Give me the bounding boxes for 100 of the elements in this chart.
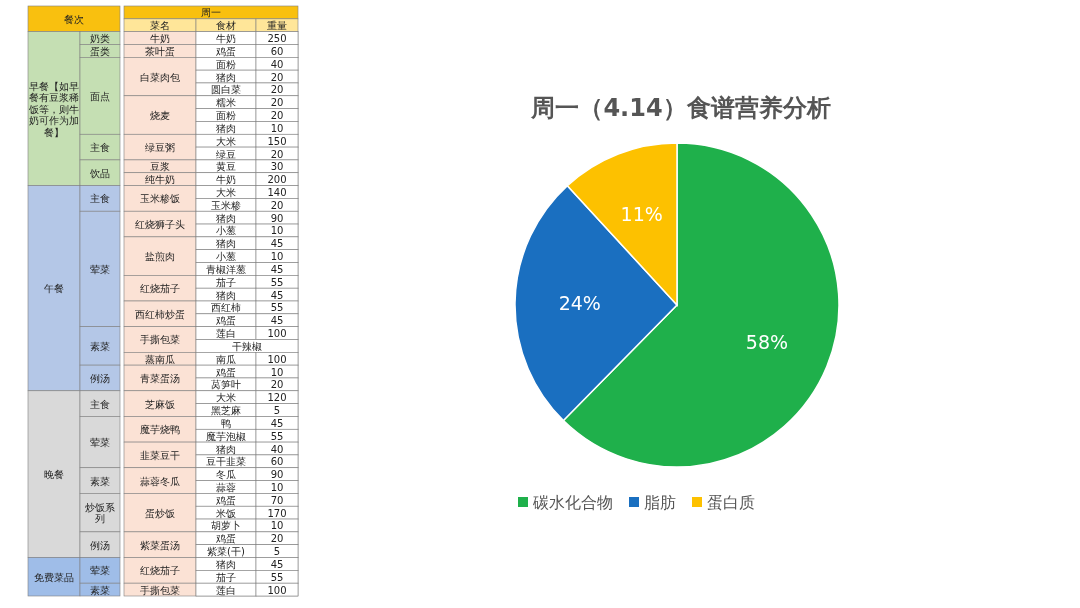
text: 100 bbox=[267, 584, 287, 596]
text: 紫菜(干) bbox=[207, 545, 245, 557]
text: 55 bbox=[270, 571, 284, 583]
text: 早餐【如早餐有豆浆稀饭等，则牛奶可作为加餐】 bbox=[28, 80, 79, 138]
text: 10 bbox=[270, 122, 284, 134]
text: 鸡蛋 bbox=[215, 366, 236, 378]
text: 免费菜品 bbox=[34, 571, 74, 583]
text: 玉米糁饭 bbox=[140, 192, 180, 204]
text: 20 bbox=[270, 96, 284, 108]
text: 猪肉 bbox=[216, 122, 236, 134]
text: 盐煎肉 bbox=[145, 250, 175, 262]
text: 西红柿 bbox=[211, 301, 241, 313]
text: 炒饭系列 bbox=[85, 501, 115, 524]
legend-label: 脂肪 bbox=[644, 492, 676, 512]
text: 猪肉 bbox=[216, 289, 236, 301]
text: 5 bbox=[273, 545, 281, 557]
text: 豆干韭菜 bbox=[206, 455, 246, 467]
text: 素菜 bbox=[90, 475, 110, 487]
text: 猪肉 bbox=[216, 443, 236, 454]
text: 莲白 bbox=[216, 584, 236, 596]
text: 10 bbox=[270, 224, 284, 236]
text: 主食 bbox=[90, 398, 110, 410]
text: 例汤 bbox=[90, 539, 110, 551]
text: 20 bbox=[270, 378, 284, 390]
text: 20 bbox=[270, 532, 284, 544]
text: 250 bbox=[267, 32, 287, 44]
text: 胡萝卜 bbox=[211, 519, 241, 531]
text: 重量 bbox=[267, 19, 287, 31]
text: 食材 bbox=[216, 19, 236, 31]
text: 青菜蛋汤 bbox=[140, 372, 180, 384]
text: 40 bbox=[270, 443, 284, 454]
text: 例汤 bbox=[90, 372, 110, 384]
text: 40 bbox=[270, 58, 284, 70]
text: 烧麦 bbox=[150, 109, 170, 121]
text: 45 bbox=[270, 417, 284, 429]
text: 45 bbox=[270, 558, 284, 570]
text: 20 bbox=[270, 148, 284, 159]
text: 主食 bbox=[90, 141, 110, 153]
text: 小葱 bbox=[216, 250, 236, 262]
text: 蛋类 bbox=[90, 45, 110, 57]
text: 牛奶 bbox=[216, 173, 236, 185]
text: 45 bbox=[270, 314, 284, 326]
text: 莲白 bbox=[216, 327, 236, 339]
text: 鸡蛋 bbox=[215, 314, 236, 326]
text: 素菜 bbox=[90, 584, 110, 596]
text: 荤菜 bbox=[90, 436, 110, 448]
text: 小葱 bbox=[216, 224, 236, 236]
text: 100 bbox=[267, 353, 287, 365]
text: 鸡蛋 bbox=[215, 532, 236, 544]
text: 面粉 bbox=[216, 109, 236, 121]
text: 100 bbox=[267, 327, 287, 339]
text: 紫菜蛋汤 bbox=[140, 539, 180, 551]
text: 猪肉 bbox=[216, 558, 236, 570]
text: 豆浆 bbox=[150, 160, 170, 172]
text: 70 bbox=[270, 494, 284, 506]
text: 45 bbox=[270, 237, 284, 249]
text: 20 bbox=[270, 83, 284, 95]
text: 10 bbox=[270, 366, 284, 378]
text: 芝麻饭 bbox=[145, 398, 175, 410]
text: 红烧茄子 bbox=[140, 282, 180, 294]
text: 手撕包菜 bbox=[140, 333, 180, 345]
text: 绿豆 bbox=[216, 148, 236, 159]
text: 手撕包菜 bbox=[140, 584, 180, 596]
text: 55 bbox=[270, 276, 284, 288]
text: 黑芝麻 bbox=[211, 404, 241, 416]
text: 荤菜 bbox=[90, 564, 110, 576]
text: 猪肉 bbox=[216, 237, 236, 249]
text: 晚餐 bbox=[44, 468, 64, 480]
text: 干辣椒 bbox=[232, 340, 262, 352]
text: 猪肉 bbox=[216, 212, 236, 224]
text: 55 bbox=[270, 430, 284, 442]
text: 奶类 bbox=[90, 32, 110, 44]
legend-label: 碳水化合物 bbox=[532, 492, 613, 512]
text: 大米 bbox=[216, 391, 236, 403]
text: 魔芋泡椒 bbox=[206, 430, 246, 442]
text: 韭菜豆干 bbox=[140, 449, 180, 461]
data-label: 24% bbox=[558, 292, 601, 315]
text: 鸡蛋 bbox=[215, 494, 236, 506]
text: 冬瓜 bbox=[216, 468, 236, 480]
text: 茶叶蛋 bbox=[145, 45, 175, 57]
text: 饮品 bbox=[89, 167, 110, 179]
text: 圆白菜 bbox=[211, 83, 241, 95]
text: 餐次 bbox=[64, 13, 84, 25]
text: 鸡蛋 bbox=[215, 45, 236, 57]
text: 西红柿炒蛋 bbox=[135, 308, 185, 320]
text: 主食 bbox=[90, 192, 110, 204]
text: 10 bbox=[270, 250, 284, 262]
text: 90 bbox=[270, 212, 284, 224]
text: 茄子 bbox=[216, 571, 236, 583]
text: 170 bbox=[267, 507, 287, 519]
legend-label: 蛋白质 bbox=[707, 492, 755, 512]
chart-title: 周一（4.14）食谱营养分析 bbox=[530, 94, 831, 122]
text: 米饭 bbox=[216, 507, 236, 519]
text: 魔芋烧鸭 bbox=[140, 423, 180, 435]
text: 猪肉 bbox=[216, 71, 236, 83]
text: 牛奶 bbox=[150, 32, 170, 44]
data-label: 11% bbox=[620, 203, 663, 226]
text: 荤菜 bbox=[90, 263, 110, 275]
text: 南瓜 bbox=[216, 353, 236, 365]
text: 140 bbox=[267, 186, 287, 198]
